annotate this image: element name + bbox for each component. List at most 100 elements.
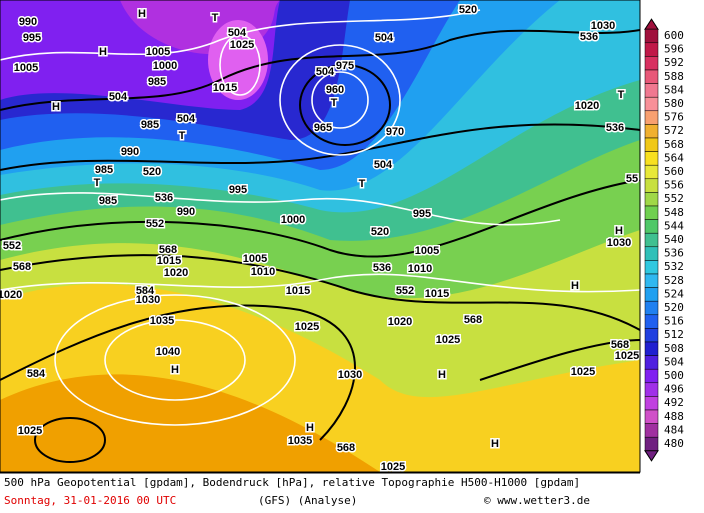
map-label: 1035 [150,315,174,327]
colorbar-label: 568 [664,138,684,151]
map-label: 1040 [156,346,180,358]
map-label: 1030 [136,294,160,306]
map-label: 568 [337,442,355,454]
map-label: 504 [228,27,247,39]
colorbar-swatch [644,137,659,152]
map-frame [0,0,641,473]
caption-source: © www.wetter3.de [484,494,590,507]
map-label: 975 [336,60,354,72]
colorbar-swatch [644,232,659,248]
map-label: 568 [13,261,31,273]
isobar [311,71,369,129]
map-label: 970 [386,126,404,138]
map-label: 568 [611,339,629,351]
map-label: 504 [374,159,393,171]
map-label: 985 [95,164,113,176]
colorbar-label: 488 [664,410,684,423]
isobar [104,319,246,401]
map-label: H [306,422,314,434]
contour [0,304,641,441]
map-label: 1015 [286,285,310,297]
map-label: 1025 [18,425,42,437]
map-label: 960 [326,84,344,96]
map-label: 1025 [381,461,405,473]
map-label: 1025 [295,321,319,333]
caption-model: (GFS) (Analyse) [258,494,357,507]
contour [34,417,106,463]
map-label: 504 [375,32,394,44]
map-label: 990 [19,16,37,28]
colorbar-swatch [644,341,659,356]
map-label: 1020 [0,289,22,301]
colorbar-label: 480 [664,437,684,450]
colorbar-swatch [644,423,659,438]
colorbar-swatch [644,96,659,112]
colorbar-swatch [644,300,659,316]
colorbar-swatch [644,436,659,452]
map-label: T [179,130,186,142]
isobar [279,44,401,156]
map-label: 985 [99,195,117,207]
map-label: 1025 [615,350,639,362]
colorbar-swatch [644,260,659,275]
colorbar-label: 580 [664,97,684,110]
map-label: 504 [109,91,128,103]
map-label: H [138,8,146,20]
colorbar-label: 540 [664,233,684,246]
map-label: 504 [177,113,196,125]
colorbar-label: 504 [664,355,684,368]
map-label: H [571,280,579,292]
isobar [219,34,261,96]
colorbar-arrow [644,450,659,462]
caption-title: 500 hPa Geopotential [gpdam], Bodendruck… [4,476,580,489]
map-label: 985 [141,119,159,131]
colorbar-label: 520 [664,301,684,314]
colorbar-swatch [644,56,659,71]
colorbar-label: 528 [664,274,684,287]
isobar [0,273,641,293]
map-label: 1000 [281,214,305,226]
colorbar-swatch [644,192,659,207]
colorbar-label: 508 [664,342,684,355]
map-label: 520 [371,226,389,238]
colorbar-label: 496 [664,383,684,396]
map-label: 1005 [243,253,267,265]
map-label: 1025 [436,334,460,346]
map-label: 520 [459,4,477,16]
colorbar-arrow [644,18,659,30]
colorbar-swatch [644,178,659,193]
map-label: 1005 [146,46,170,58]
colorbar-label: 596 [664,43,684,56]
colorbar-swatch [644,287,659,302]
map-label: H [171,364,179,376]
colorbar-swatch [644,164,659,180]
isobar [54,294,296,426]
map-label: 536 [580,31,598,43]
colorbar-swatch [644,355,659,370]
colorbar-label: 576 [664,111,684,124]
map-label: T [618,89,625,101]
colorbar-label: 600 [664,29,684,42]
colorbar-label: 492 [664,396,684,409]
map-label: 1010 [408,263,432,275]
colorbar-swatch [644,42,659,57]
colorbar-label: 484 [664,423,684,436]
colorbar-label: 592 [664,56,684,69]
map-label: 1000 [153,60,177,72]
colorbar-label: 536 [664,247,684,260]
colorbar-label: 552 [664,192,684,205]
colorbar-swatch [644,124,659,139]
map-label: 985 [148,76,166,88]
map-label: T [94,177,101,189]
colorbar-swatch [644,246,659,261]
map-label: 568 [464,314,482,326]
colorbar-swatch [644,314,659,329]
contour [0,29,641,111]
map-label: 584 [27,368,46,380]
colorbar-label: 544 [664,219,684,232]
colorbar-label: 548 [664,206,684,219]
map-label: 995 [229,184,247,196]
colorbar-label: 584 [664,83,684,96]
colorbar-swatch [644,409,659,424]
